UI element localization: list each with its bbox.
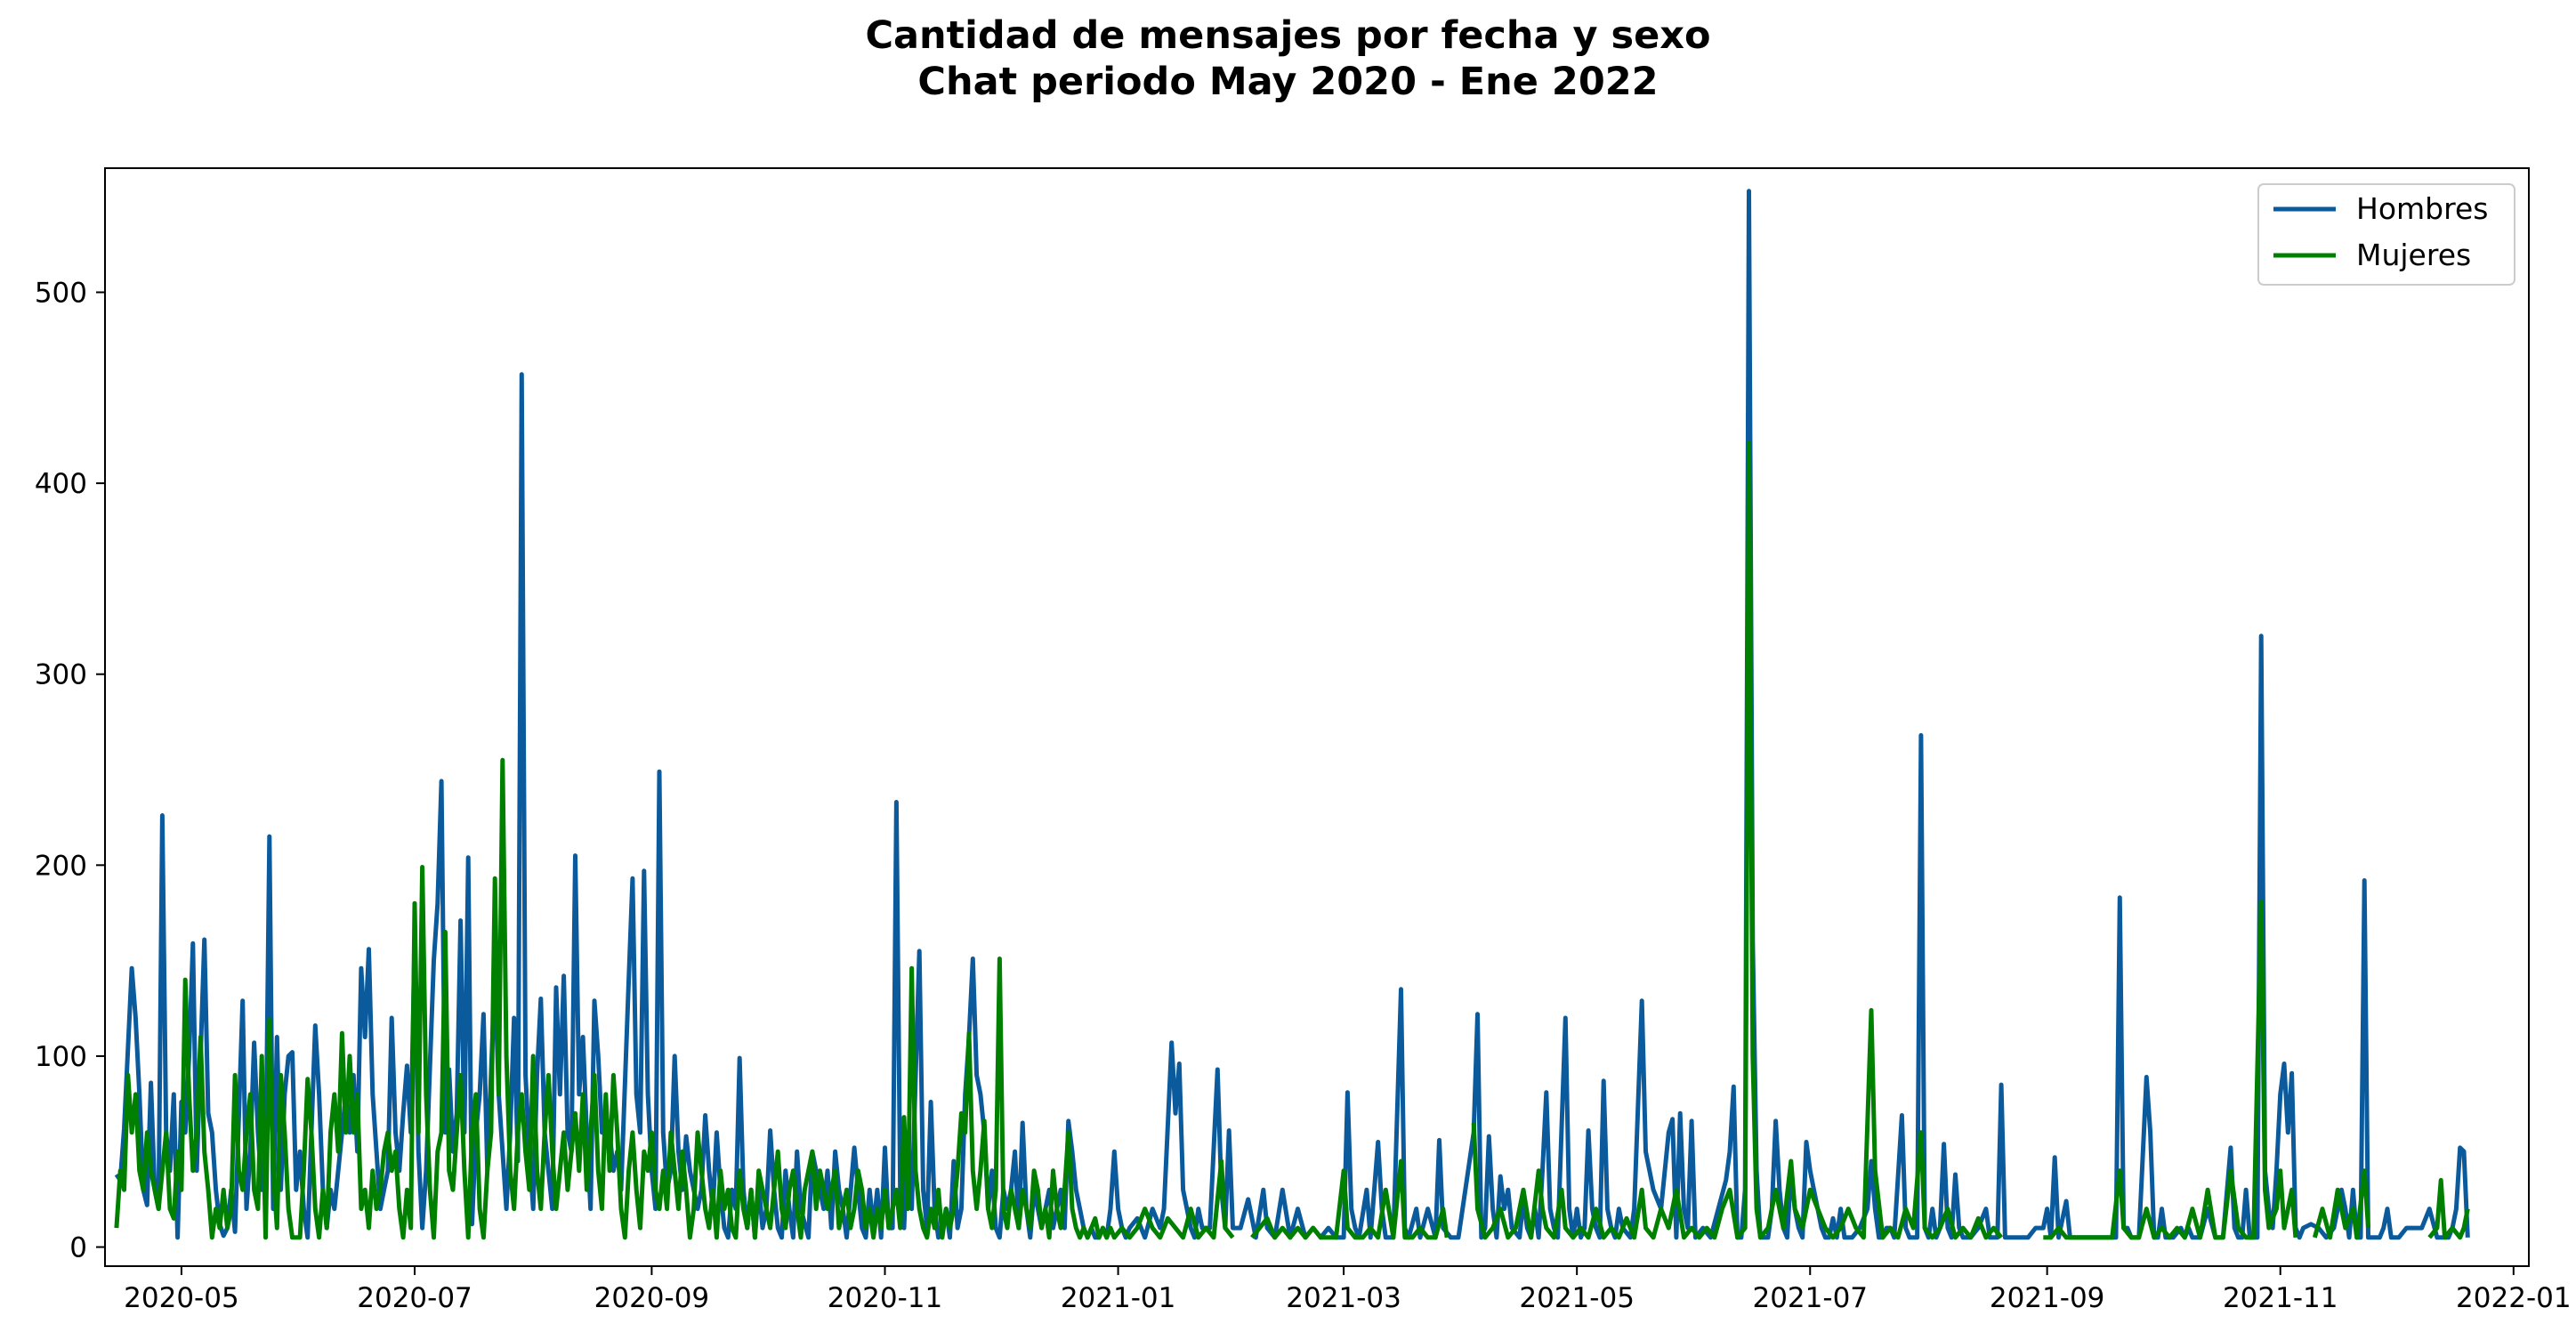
y-tick-label: 0: [69, 1232, 87, 1264]
x-tick-label: 2020-11: [828, 1282, 943, 1314]
x-tick-label: 2021-01: [1061, 1282, 1176, 1314]
x-tick-label: 2022-01: [2456, 1282, 2572, 1314]
series-line-mujeres-5: [2427, 1177, 2470, 1240]
series-layer: [114, 189, 2470, 1240]
legend-label-mujeres: Mujeres: [2356, 238, 2471, 272]
series-line-mujeres-1: [1250, 1158, 1450, 1240]
series-line-hombres: [114, 189, 2470, 1240]
y-tick-label: 300: [35, 659, 87, 691]
x-tick-label: 2021-11: [2223, 1282, 2338, 1314]
x-tick-label: 2020-05: [124, 1282, 239, 1314]
plot-frame: [104, 167, 2530, 1267]
x-tick-label: 2021-03: [1286, 1282, 1401, 1314]
chart-title: Cantidad de mensajes por fecha y sexo Ch…: [0, 12, 2576, 105]
series-line-mujeres: [114, 757, 1235, 1240]
legend: Hombres Mujeres: [2257, 183, 2515, 286]
series-line-mujeres-4: [2312, 1168, 2370, 1240]
x-axis: 2020-05 2020-07 2020-09 2020-11 2021-01 2021-…: [124, 1266, 2572, 1314]
chart-title-line1: Cantidad de mensajes por fecha y sexo: [865, 13, 1711, 58]
x-tick-label: 2021-09: [1990, 1282, 2105, 1314]
legend-label-hombres: Hombres: [2356, 191, 2488, 226]
y-tick-label: 400: [35, 468, 87, 500]
x-tick-label: 2021-05: [1519, 1282, 1635, 1314]
y-tick-label: 500: [35, 277, 87, 309]
x-tick-label: 2020-09: [594, 1282, 710, 1314]
x-tick-label: 2021-07: [1752, 1282, 1868, 1314]
y-tick-label: 100: [35, 1041, 87, 1073]
y-tick-label: 200: [35, 850, 87, 882]
x-tick-label: 2020-07: [357, 1282, 472, 1314]
series-line-mujeres-2: [1471, 440, 2004, 1240]
chart-subtitle: Chat periodo May 2020 - Ene 2022: [917, 60, 1659, 104]
series-line-mujeres-3: [2043, 899, 2298, 1240]
y-axis: 0 100 200 300 400 500: [35, 277, 105, 1264]
